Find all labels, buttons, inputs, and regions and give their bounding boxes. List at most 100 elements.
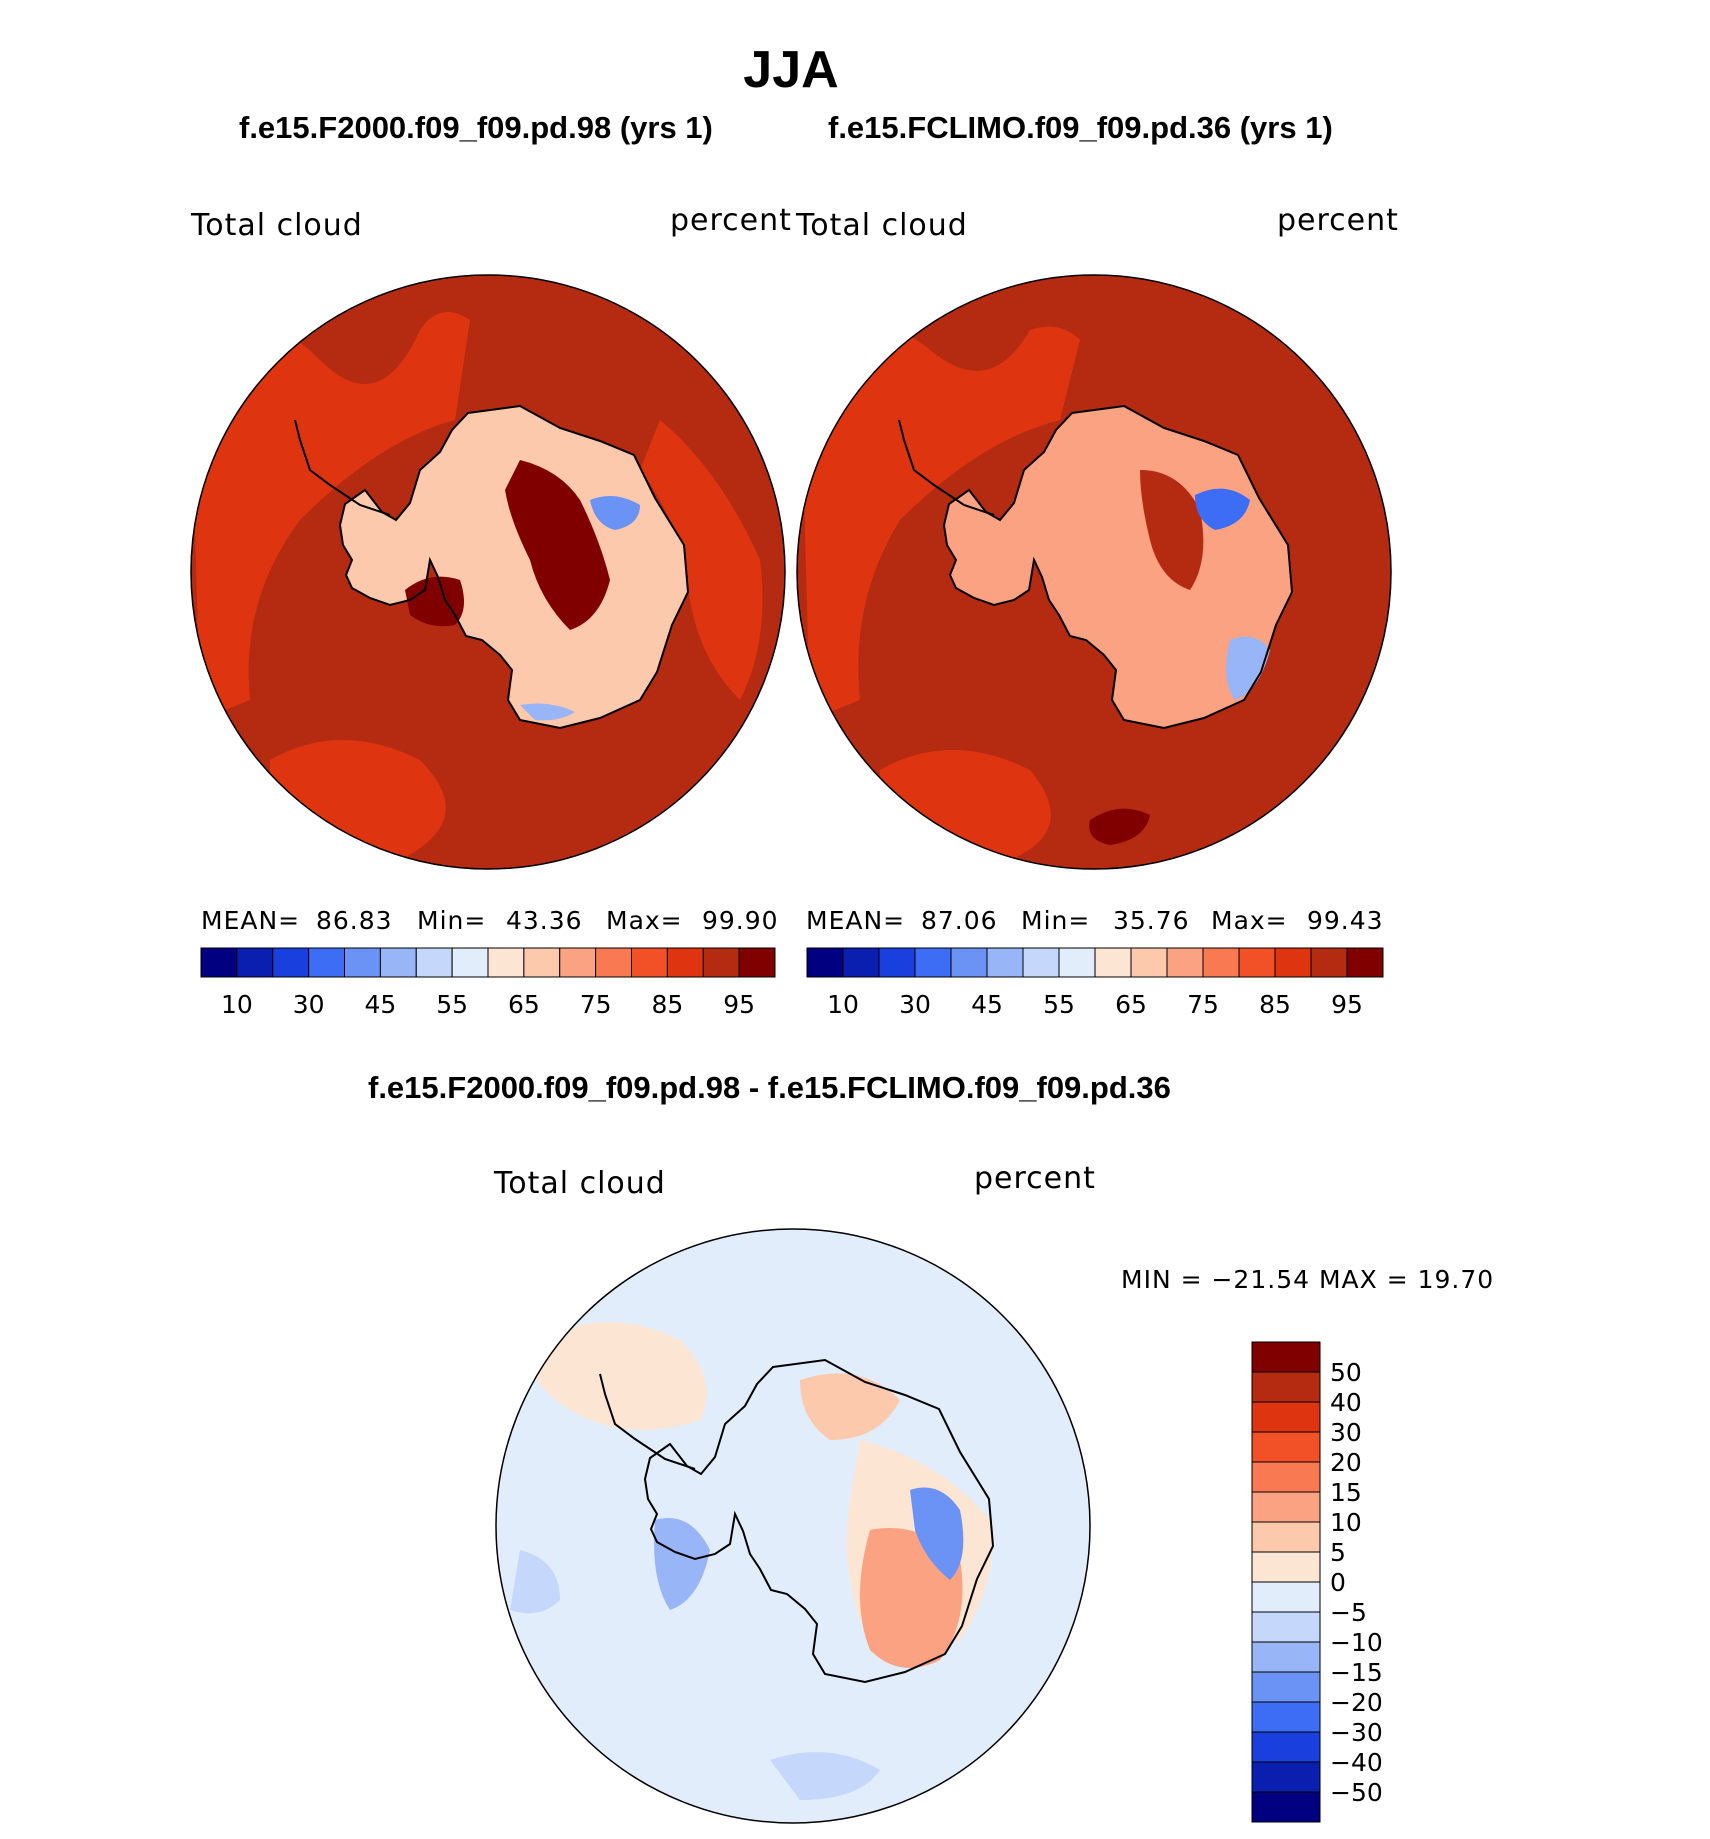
- map-panel-2: [797, 275, 1391, 869]
- difference-variable-label: Total cloud: [494, 1166, 666, 1201]
- colorbar-2-swatch: [806, 947, 844, 978]
- map-1-low-cloud-patch-2: [520, 703, 575, 721]
- colorbar-1-swatch: [344, 947, 381, 978]
- panel-2-case-title: f.e15.FCLIMO.f09_f09.pd.36 (yrs 1): [828, 110, 1333, 145]
- map-2-outline: [796, 274, 1392, 870]
- colorbar-3-tick-label: 10: [1330, 1508, 1362, 1537]
- map-3-outline: [495, 1228, 1091, 1824]
- colorbar-1-swatch: [702, 947, 740, 978]
- colorbar-1-swatch: [487, 947, 525, 978]
- panel-2-min-label: Min=: [1021, 906, 1091, 935]
- colorbar-2-swatch: [1166, 947, 1204, 978]
- map-2-dark-patch: [1089, 808, 1150, 845]
- colorbar-3-tick-label: −10: [1330, 1628, 1383, 1657]
- panel-1-variable-label: Total cloud: [191, 208, 363, 243]
- colorbar-3-tick-label: −20: [1330, 1688, 1383, 1717]
- panel-2-min-value: 35.76: [1113, 906, 1190, 935]
- map-2-low-cloud-patch: [1195, 488, 1250, 530]
- colorbar-2-swatch: [1022, 947, 1060, 978]
- panel-2-mean-label: MEAN=: [806, 906, 906, 935]
- colorbar-2-tick-label: 75: [1187, 990, 1219, 1019]
- colorbar-panel-2: 10 30 45 55 65 75 85 95: [806, 947, 1384, 1019]
- colorbar-3-swatch: [1251, 1461, 1321, 1493]
- colorbar-2-swatch: [1058, 947, 1096, 978]
- map-1-coastline: [338, 404, 690, 730]
- map-3-negative-patch-3: [510, 1550, 560, 1614]
- colorbar-1-swatch: [523, 947, 561, 978]
- map-1-low-cloud-patch: [590, 496, 640, 530]
- panel-2-mean-value: 87.06: [921, 906, 998, 935]
- map-1-antarctica-fill: [340, 406, 688, 728]
- map-3-antarctica-warm-2: [800, 1373, 900, 1440]
- panel-1-max-label: Max=: [606, 906, 683, 935]
- colorbar-3-tick-label: 5: [1330, 1538, 1346, 1567]
- colorbar-3-tick-label: 20: [1330, 1448, 1362, 1477]
- colorbar-1-tick-label: 95: [723, 990, 755, 1019]
- map-2-cloud-band: [800, 322, 1080, 720]
- panel-1-max-value: 99.90: [702, 906, 779, 935]
- colorbar-1-swatch: [379, 947, 417, 978]
- colorbar-1-tick-label: 10: [221, 990, 253, 1019]
- colorbar-1-tick-label: 45: [364, 990, 396, 1019]
- panel-2-units-label: percent: [1277, 203, 1399, 238]
- colorbar-3-swatch: [1251, 1761, 1321, 1793]
- colorbar-3-swatch: [1251, 1791, 1321, 1823]
- colorbar-1-tick-label: 85: [651, 990, 683, 1019]
- colorbar-1-swatch: [272, 947, 310, 978]
- map-3-positive-patch: [520, 1322, 707, 1430]
- colorbar-1-swatch: [415, 947, 453, 978]
- panel-1-mean-value: 86.83: [316, 906, 393, 935]
- colorbar-3-swatch: [1251, 1671, 1321, 1703]
- colorbar-3-swatch: [1251, 1431, 1321, 1463]
- colorbar-2-swatch: [950, 947, 988, 978]
- colorbar-3-swatch: [1251, 1731, 1321, 1763]
- map-3-peninsula: [599, 1373, 696, 1470]
- panel-1-mean-label: MEAN=: [201, 906, 301, 935]
- difference-min-max: MIN = −21.54 MAX = 19.70: [1121, 1265, 1495, 1294]
- colorbar-3-swatch: [1251, 1341, 1321, 1373]
- colorbar-1-tick-label: 65: [508, 990, 540, 1019]
- colorbar-1-tick-label: 55: [436, 990, 468, 1019]
- panel-2-max-label: Max=: [1211, 906, 1288, 935]
- map-3-coastline: [643, 1358, 995, 1684]
- colorbar-3-swatch: [1251, 1701, 1321, 1733]
- colorbar-3-tick-label: 0: [1330, 1568, 1346, 1597]
- map-2-coastline: [942, 404, 1294, 730]
- map-3-negative-patch-2: [654, 1518, 710, 1610]
- colorbar-2-swatch: [1346, 947, 1384, 978]
- colorbar-2-swatch: [1274, 947, 1312, 978]
- colorbar-1-swatch: [308, 947, 345, 978]
- map-3-negative-patch-4: [770, 1752, 880, 1800]
- map-1-interior-max: [505, 460, 610, 630]
- colorbar-1-swatch: [738, 947, 776, 978]
- colorbar-1-tick-label: 30: [293, 990, 325, 1019]
- colorbar-2-tick-label: 30: [899, 990, 931, 1019]
- difference-units-label: percent: [974, 1161, 1096, 1196]
- panel-1-min-value: 43.36: [506, 906, 583, 935]
- colorbar-3-swatch: [1251, 1581, 1321, 1613]
- colorbar-3-tick-label: −40: [1330, 1748, 1383, 1777]
- colorbar-3-tick-label: 50: [1330, 1358, 1362, 1387]
- panel-1-case-title: f.e15.F2000.f09_f09.pd.98 (yrs 1): [239, 110, 713, 145]
- colorbar-2-tick-label: 10: [827, 990, 859, 1019]
- map-1-outline: [190, 274, 786, 870]
- colorbar-2-swatch: [986, 947, 1024, 978]
- colorbar-3-swatch: [1251, 1551, 1321, 1583]
- panel-2-variable-label: Total cloud: [796, 208, 968, 243]
- colorbar-2-tick-label: 85: [1259, 990, 1291, 1019]
- colorbar-2-tick-label: 55: [1043, 990, 1075, 1019]
- colorbar-3-swatch: [1251, 1371, 1321, 1403]
- map-1-interior-max-2: [405, 576, 464, 627]
- colorbar-1-swatch: [595, 947, 632, 978]
- difference-title: f.e15.F2000.f09_f09.pd.98 - f.e15.FCLIMO…: [368, 1070, 1171, 1105]
- colorbar-3-swatch: [1251, 1521, 1321, 1553]
- figure-title: JJA: [743, 41, 839, 99]
- colorbar-3-swatch: [1251, 1401, 1321, 1433]
- colorbar-1-swatch: [451, 947, 489, 978]
- colorbar-1-swatch: [666, 947, 704, 978]
- colorbar-2-swatch: [1238, 947, 1276, 978]
- map-3-negative-patch: [910, 1487, 964, 1580]
- colorbar-2-swatch: [878, 947, 916, 978]
- map-2-interior-max: [1140, 470, 1204, 590]
